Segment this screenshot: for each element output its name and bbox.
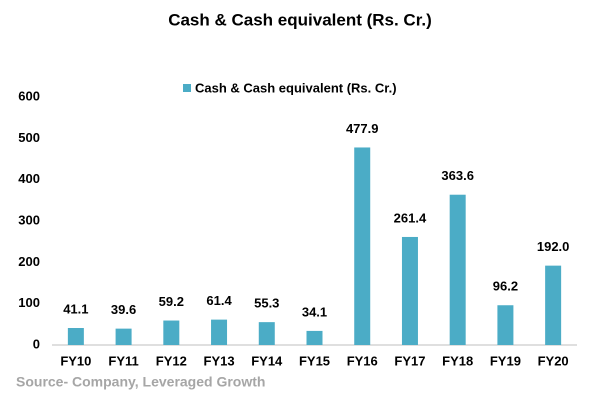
x-tick-label: FY10	[60, 353, 91, 368]
x-tick-label: FY19	[490, 353, 521, 368]
source-note: Source- Company, Leveraged Growth	[16, 374, 265, 390]
bar	[401, 236, 418, 345]
y-tick-label: 600	[18, 88, 40, 103]
y-tick-label: 0	[33, 336, 40, 351]
legend-label: Cash & Cash equivalent (Rs. Cr.)	[195, 80, 397, 95]
bar	[211, 319, 228, 345]
x-tick-label: FY20	[538, 353, 569, 368]
value-label: 61.4	[206, 293, 232, 308]
bar	[354, 147, 371, 345]
bar	[67, 328, 84, 345]
chart-title: Cash & Cash equivalent (Rs. Cr.)	[168, 10, 432, 29]
value-label: 192.0	[537, 239, 570, 254]
value-label: 96.2	[493, 279, 518, 294]
bar	[449, 194, 466, 345]
value-label: 41.1	[63, 301, 88, 316]
x-tick-label: FY16	[347, 353, 378, 368]
y-tick-label: 400	[18, 171, 40, 186]
y-tick-label: 500	[18, 130, 40, 145]
y-tick-label: 200	[18, 254, 40, 269]
value-label: 55.3	[254, 296, 279, 311]
y-tick-label: 300	[18, 212, 40, 227]
y-tick-label: 100	[18, 295, 40, 310]
bar	[258, 322, 275, 345]
x-tick-label: FY12	[156, 353, 187, 368]
legend-swatch	[183, 84, 191, 92]
bar	[115, 328, 132, 345]
bar	[306, 330, 323, 345]
x-tick-label: FY15	[299, 353, 330, 368]
bar	[497, 305, 514, 345]
x-tick-label: FY17	[394, 353, 425, 368]
x-tick-label: FY18	[442, 353, 473, 368]
value-label: 39.6	[111, 302, 136, 317]
bar	[545, 265, 562, 345]
x-tick-label: FY11	[108, 353, 138, 368]
value-label: 261.4	[394, 210, 427, 225]
value-label: 59.2	[159, 294, 184, 309]
value-label: 477.9	[346, 121, 379, 136]
bar	[163, 320, 180, 345]
x-tick-label: FY13	[204, 353, 235, 368]
value-label: 363.6	[441, 168, 474, 183]
value-label: 34.1	[302, 304, 327, 319]
x-tick-label: FY14	[251, 353, 283, 368]
